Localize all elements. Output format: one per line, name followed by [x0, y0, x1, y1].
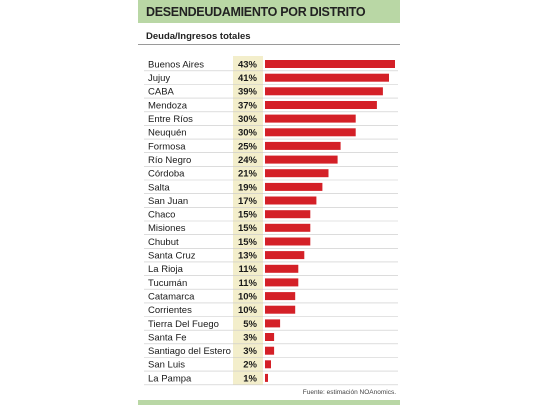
category-label: Salta: [148, 182, 170, 193]
bar: [265, 128, 356, 137]
bar: [265, 278, 299, 287]
value-label: 10%: [238, 291, 258, 302]
category-label: Córdoba: [148, 169, 185, 180]
chart-title: DESENDEUDAMIENTO POR DISTRITO: [146, 5, 366, 19]
bar: [265, 101, 377, 109]
bar: [265, 251, 305, 260]
bar: [265, 169, 329, 178]
bar: [265, 60, 395, 68]
value-label: 10%: [238, 305, 258, 316]
category-label: Santiago del Estero: [148, 346, 231, 357]
value-label: 37%: [238, 100, 258, 111]
value-label: 3%: [243, 346, 257, 357]
bar: [265, 87, 383, 96]
category-label: Tucumán: [148, 278, 187, 289]
value-column-background: [233, 56, 263, 385]
value-label: 30%: [238, 114, 258, 125]
value-label: 43%: [238, 59, 258, 70]
value-label: 5%: [243, 319, 257, 330]
bar: [265, 264, 299, 273]
bar: [265, 182, 323, 191]
value-label: 1%: [243, 373, 257, 384]
category-label: Neuquén: [148, 128, 187, 139]
category-label: Río Negro: [148, 155, 191, 166]
header-divider: [138, 44, 400, 45]
category-label: Formosa: [148, 141, 186, 152]
value-label: 39%: [238, 87, 258, 98]
category-label: CABA: [148, 87, 175, 98]
value-label: 11%: [239, 278, 258, 289]
bar: [265, 360, 271, 369]
value-label: 41%: [238, 73, 258, 84]
category-label: Corrientes: [148, 305, 192, 316]
category-label: San Juan: [148, 196, 188, 207]
category-label: Chaco: [148, 210, 175, 221]
category-label: Catamarca: [148, 291, 195, 302]
category-label: Jujuy: [148, 73, 170, 84]
category-label: Chubut: [148, 237, 179, 248]
category-label: Entre Ríos: [148, 114, 193, 125]
value-label: 30%: [238, 128, 258, 139]
category-label: Buenos Aires: [148, 59, 204, 70]
header-band: DESENDEUDAMIENTO POR DISTRITO: [138, 0, 400, 23]
bar: [265, 210, 311, 219]
category-label: Tierra Del Fuego: [148, 319, 219, 330]
bar: [265, 373, 268, 382]
value-label: 15%: [238, 223, 258, 234]
value-labels: 43% 41% 39% 37% 30% 30% 25% 24% 21% 19% 17% 15% 15% 1…: [238, 59, 258, 384]
bar: [265, 73, 389, 82]
bar: [265, 223, 311, 232]
bar: [265, 196, 317, 205]
category-label: San Luis: [148, 360, 185, 371]
category-label: Santa Cruz: [148, 251, 196, 262]
bars: [265, 60, 395, 382]
bar: [265, 141, 341, 150]
source-note: Fuente: estimación NOAnomics.: [302, 389, 396, 396]
value-label: 2%: [243, 360, 257, 371]
category-label: Santa Fe: [148, 332, 187, 343]
value-label: 25%: [238, 141, 258, 152]
bar: [265, 319, 281, 328]
value-label: 15%: [238, 237, 258, 248]
bar: [265, 305, 296, 314]
bar: [265, 333, 275, 341]
value-label: 24%: [238, 155, 258, 166]
value-label: 19%: [238, 182, 258, 193]
bar: [265, 292, 296, 301]
value-label: 11%: [239, 264, 258, 275]
category-labels: Buenos Aires Jujuy CABA Mendoza Entre Ríos Ne…: [148, 59, 231, 384]
value-label: 21%: [238, 169, 258, 180]
bar: [265, 114, 356, 123]
chart-subtitle: Deuda/Ingresos totales: [146, 31, 251, 42]
row-dividers: [144, 70, 398, 386]
category-label: Mendoza: [148, 100, 188, 111]
value-label: 15%: [238, 210, 258, 221]
bar: [265, 346, 275, 355]
footer-band: [138, 400, 400, 405]
value-label: 13%: [238, 251, 258, 262]
category-label: La Pampa: [148, 373, 192, 384]
value-label: 3%: [243, 332, 257, 343]
value-label: 17%: [238, 196, 258, 207]
bar: [265, 237, 311, 246]
category-label: La Rioja: [148, 264, 184, 275]
bar: [265, 155, 338, 164]
category-label: Misiones: [148, 223, 186, 234]
